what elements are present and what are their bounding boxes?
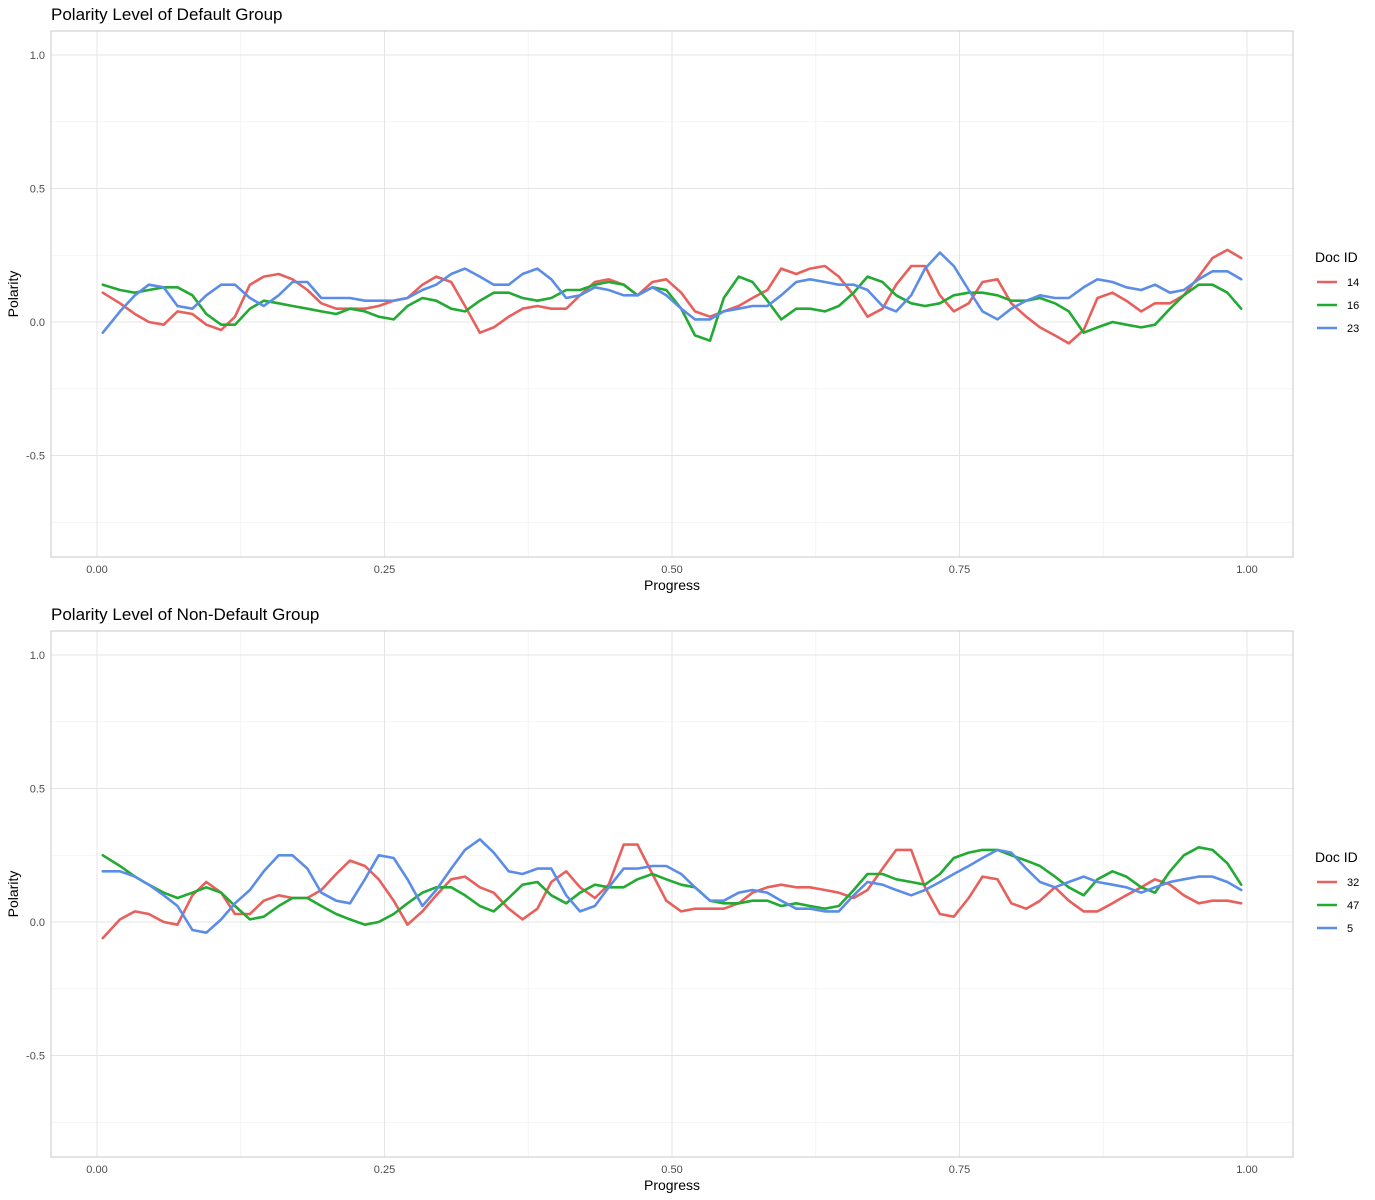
x-tick-label: 0.50 [661, 564, 682, 576]
x-tick-label: 0.00 [86, 564, 107, 576]
y-tick-label: 0.5 [30, 784, 45, 796]
y-tick-label: -0.5 [26, 1051, 45, 1063]
y-tick-label: 0.0 [30, 317, 45, 329]
x-axis-title: Progress [644, 1177, 700, 1193]
x-tick-label: 0.50 [661, 1164, 682, 1176]
y-tick-label: 0.0 [30, 917, 45, 929]
x-tick-label: 0.75 [949, 1164, 970, 1176]
y-axis-title: Polarity [5, 271, 21, 318]
series-line-5 [101, 838, 1243, 934]
y-tick-label: -0.5 [26, 451, 45, 463]
legend-label: 14 [1347, 277, 1359, 289]
legend-title: Doc ID [1315, 849, 1358, 865]
x-tick-label: 0.00 [86, 1164, 107, 1176]
legend-label: 47 [1347, 900, 1359, 912]
x-axis-title: Progress [644, 577, 700, 593]
chart-title: Polarity Level of Non-Default Group [51, 605, 319, 624]
x-tick-label: 0.25 [374, 564, 395, 576]
legend-title: Doc ID [1315, 249, 1358, 265]
x-tick-label: 0.25 [374, 1164, 395, 1176]
legend-label: 23 [1347, 323, 1359, 335]
x-tick-label: 1.00 [1236, 564, 1257, 576]
y-tick-label: 0.5 [30, 184, 45, 196]
y-tick-label: 1.0 [30, 50, 45, 62]
panel-border [50, 30, 1294, 558]
y-tick-label: 1.0 [30, 650, 45, 662]
series-line-47 [101, 846, 1243, 926]
series-line-23 [101, 251, 1243, 334]
legend-label: 5 [1347, 923, 1353, 935]
legend-label: 32 [1347, 877, 1359, 889]
y-axis-title: Polarity [5, 871, 21, 918]
chart-title: Polarity Level of Default Group [51, 5, 283, 24]
legend-label: 16 [1347, 300, 1359, 312]
x-tick-label: 0.75 [949, 564, 970, 576]
panel-border [50, 630, 1294, 1158]
series-line-16 [101, 275, 1243, 342]
x-tick-label: 1.00 [1236, 1164, 1257, 1176]
